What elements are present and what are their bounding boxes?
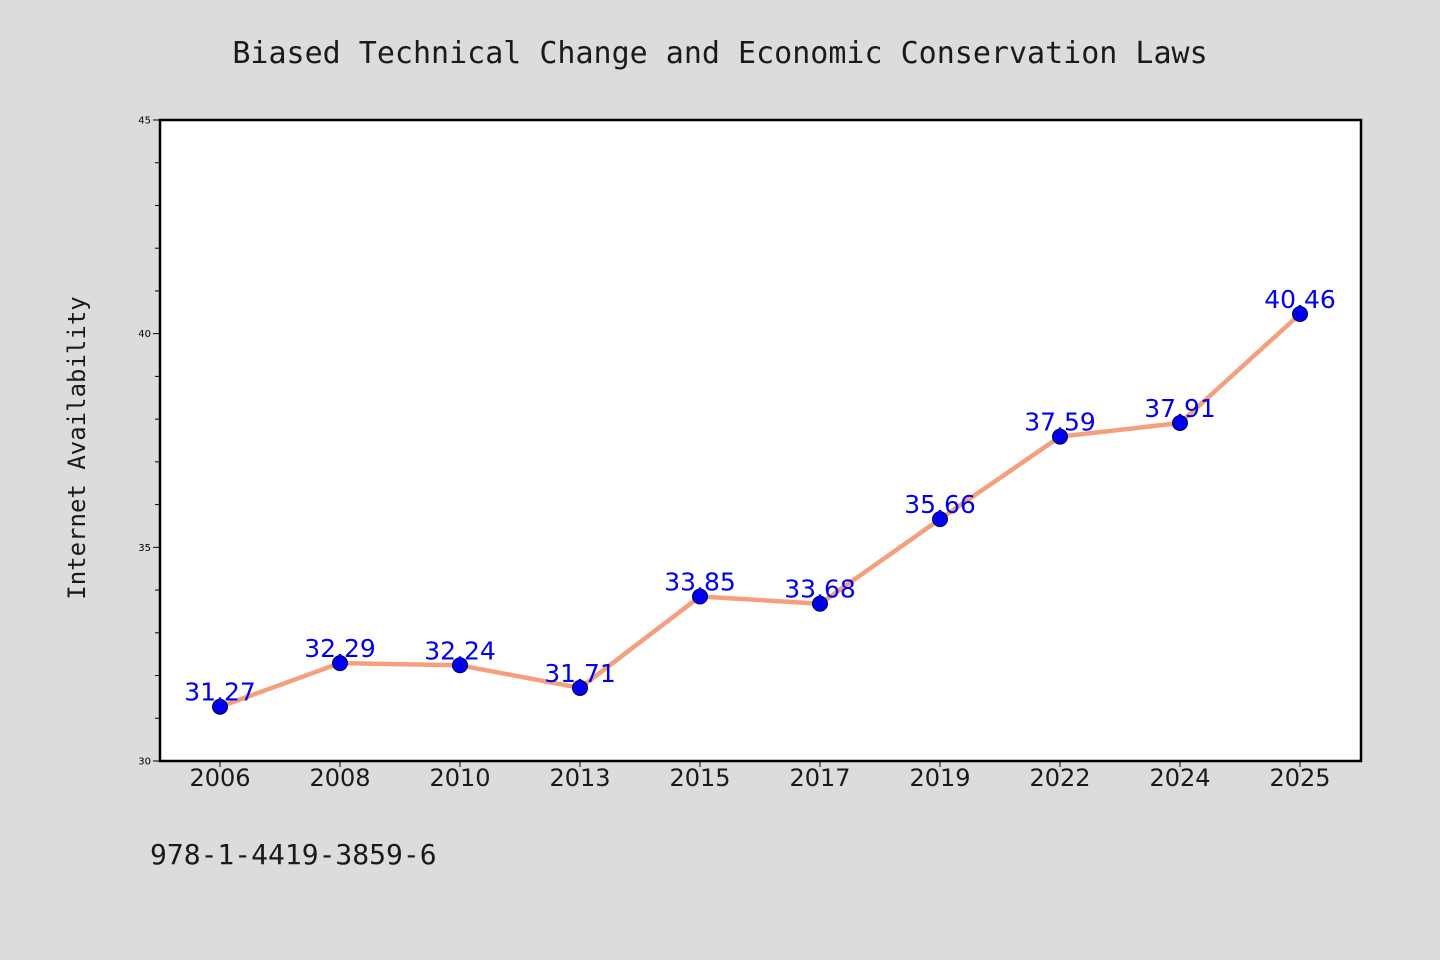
x-tick-label: 2008	[309, 764, 370, 792]
x-tick-label: 2017	[789, 764, 850, 792]
data-point	[1292, 306, 1308, 323]
y-tick-label: 40	[138, 329, 151, 340]
data-point	[212, 698, 228, 715]
data-point	[692, 588, 708, 605]
x-tick-label: 2024	[1149, 764, 1210, 792]
data-point	[1052, 428, 1068, 445]
data-point	[812, 595, 828, 612]
x-axis: 2006 2008 2010 2013 2015 2017 2019 2022 2024 2025	[189, 761, 1331, 792]
plot-area	[160, 120, 1361, 761]
series-markers	[212, 306, 1308, 715]
x-tick-label: 2010	[429, 764, 490, 792]
data-labels: 31.27 32.29 32.24 31.71 33.85 33.68 35.66 37.59…	[184, 285, 1336, 707]
data-point	[452, 657, 468, 674]
data-label: 31.27	[184, 678, 256, 707]
data-label: 37.59	[1024, 408, 1096, 437]
x-tick-label: 2022	[1029, 764, 1090, 792]
y-axis-label: Internet Availability	[63, 296, 91, 599]
data-point	[572, 679, 588, 696]
y-tick-label: 45	[138, 116, 151, 127]
data-point	[1172, 414, 1188, 431]
data-point	[332, 655, 348, 672]
x-tick-label: 2013	[549, 764, 610, 792]
data-label: 33.85	[664, 567, 736, 596]
data-label: 35.66	[904, 490, 976, 519]
series-line	[217, 311, 1303, 709]
x-tick-label: 2019	[909, 764, 970, 792]
data-label: 32.29	[304, 634, 376, 663]
chart-title: Biased Technical Change and Economic Con…	[232, 36, 1207, 71]
data-label: 33.68	[784, 575, 856, 604]
x-tick-label: 2015	[669, 764, 730, 792]
x-tick-label: 2025	[1269, 764, 1330, 792]
footer-code: 978-1-4419-3859-6	[150, 838, 437, 871]
x-tick-label: 2006	[189, 764, 250, 792]
data-label: 37.91	[1144, 394, 1216, 423]
data-label: 40.46	[1264, 285, 1336, 314]
y-tick-label: 30	[138, 757, 151, 768]
data-point	[932, 511, 948, 528]
data-label: 31.71	[544, 659, 616, 688]
plot-frame	[158, 118, 1363, 763]
data-label: 32.24	[424, 636, 496, 665]
y-tick-label: 35	[138, 543, 151, 554]
